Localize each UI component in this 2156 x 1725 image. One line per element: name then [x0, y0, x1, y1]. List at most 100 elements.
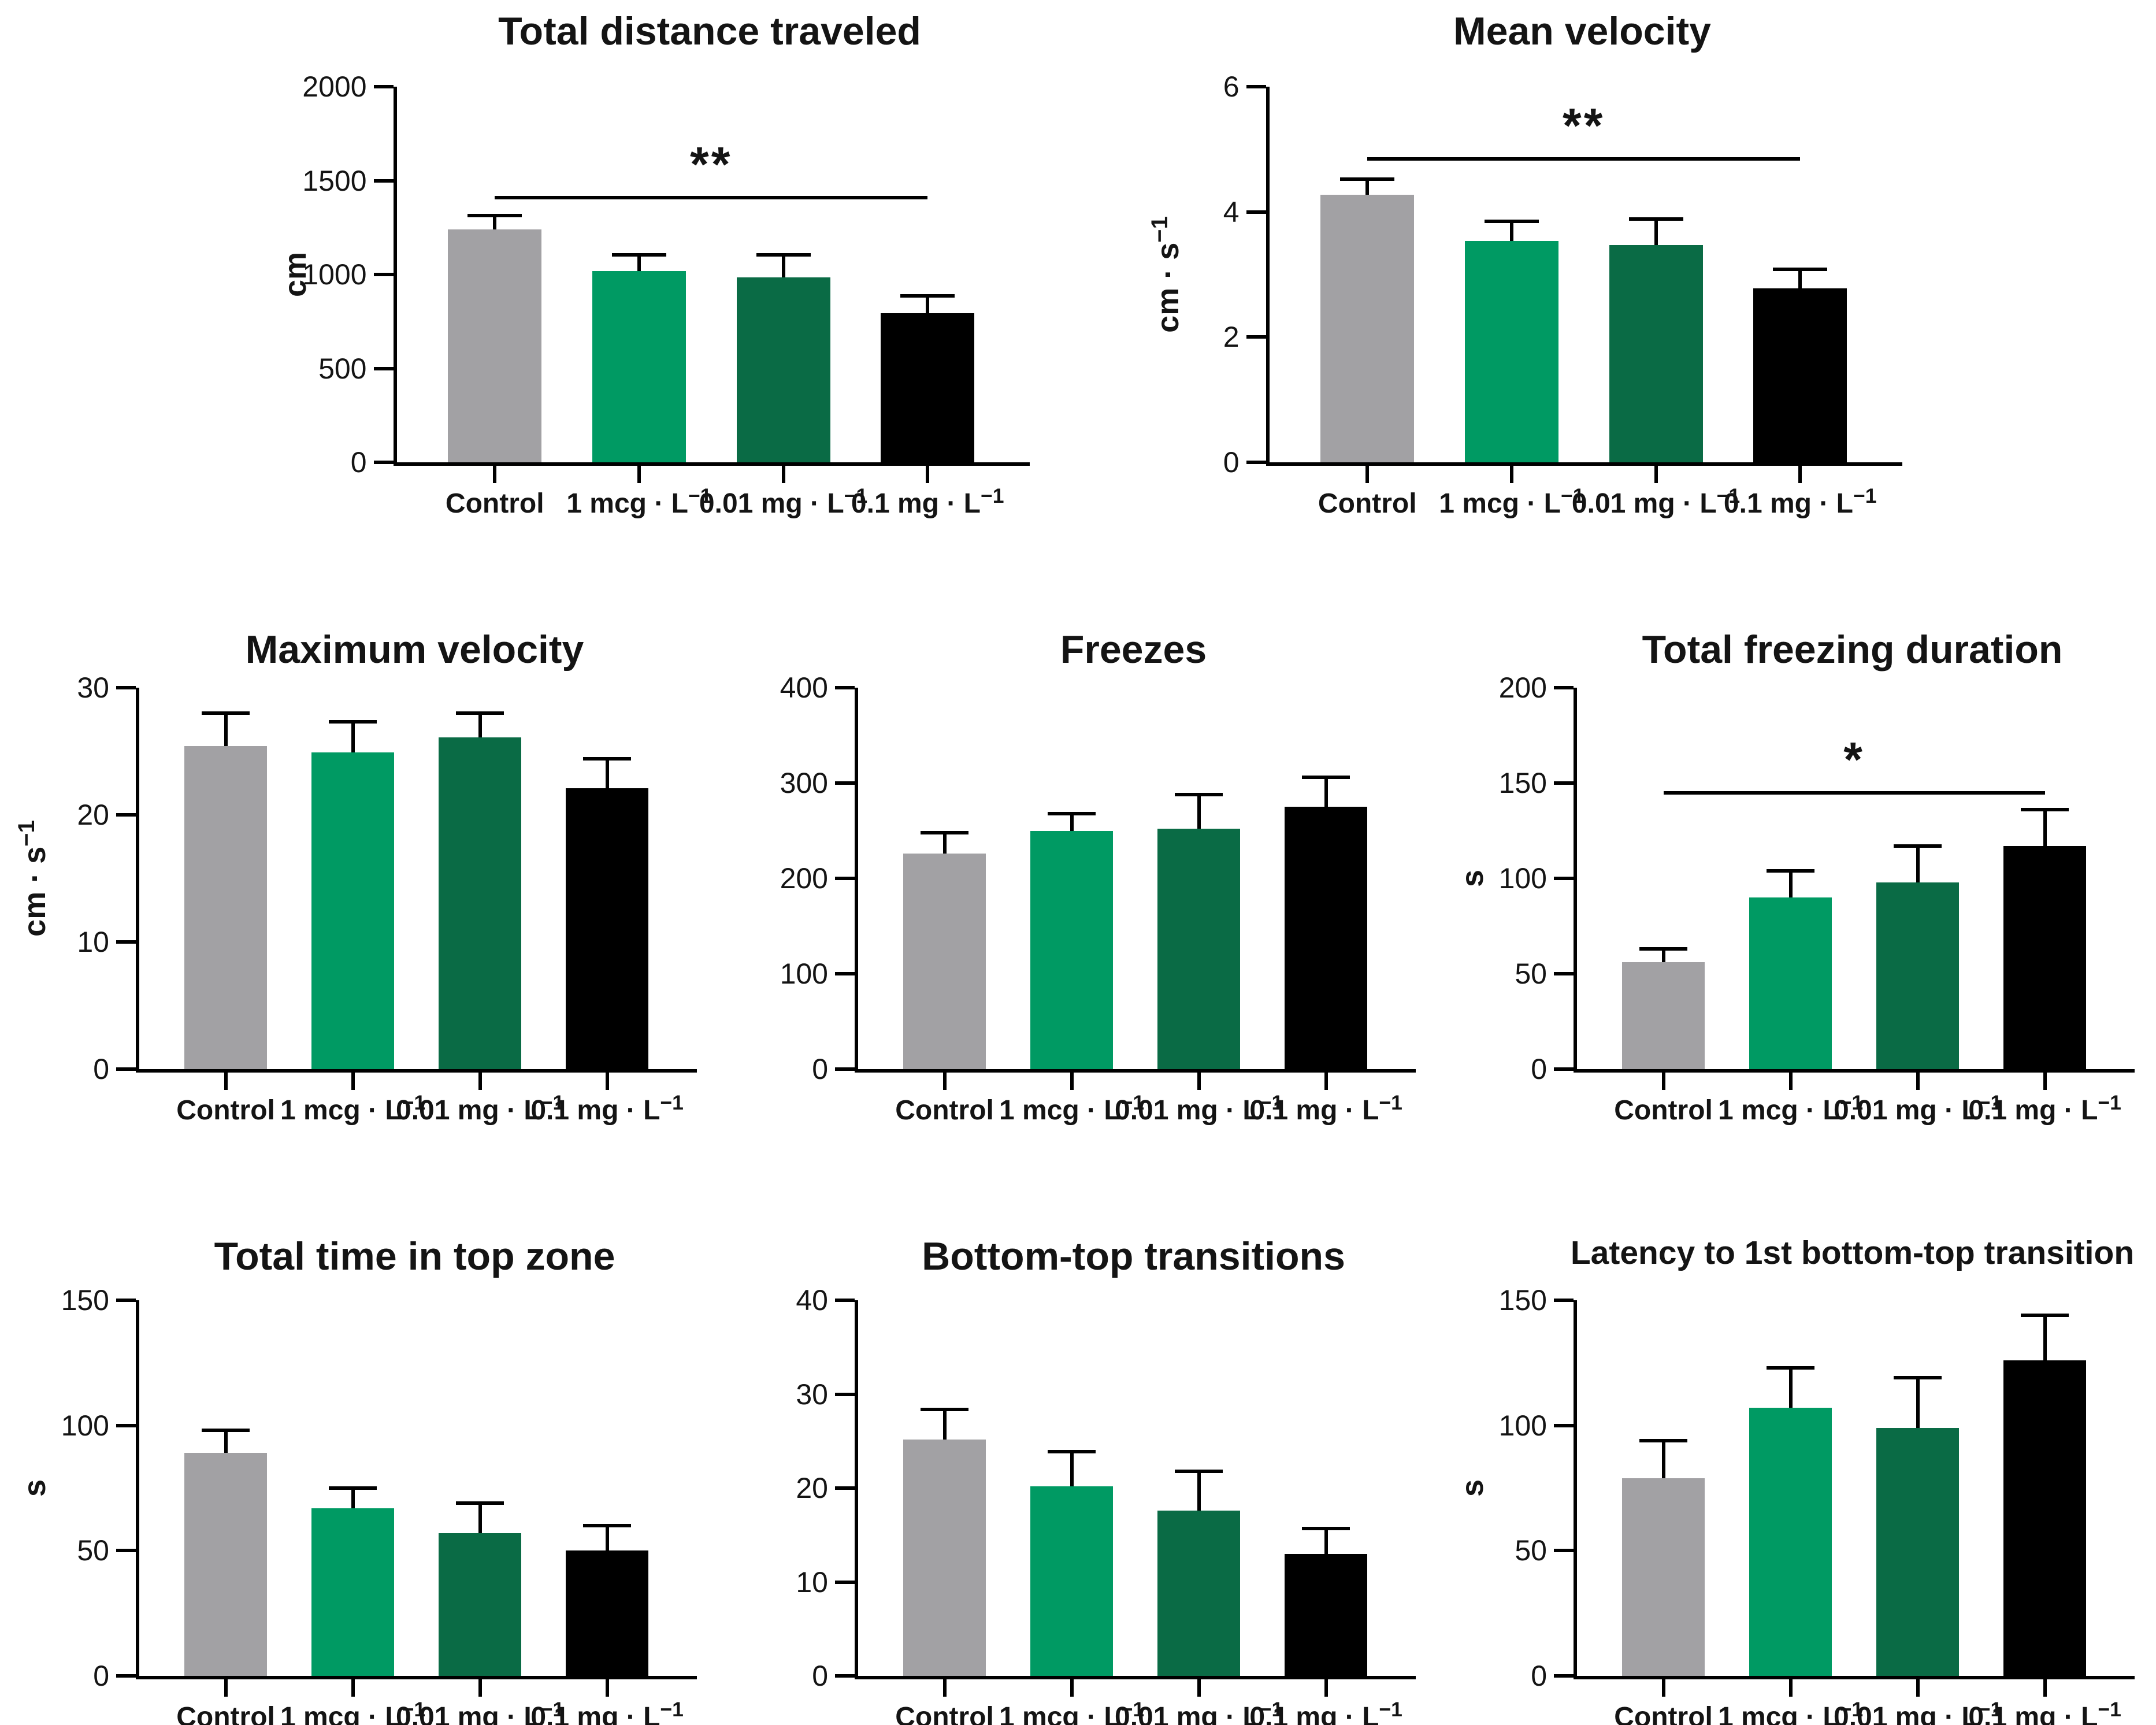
- y-tick-label: 1500: [302, 164, 367, 197]
- x-tick-mark: [1070, 1073, 1074, 1090]
- error-bar-cap: [583, 757, 632, 761]
- bar-1-mcg-l-1: [1030, 1486, 1113, 1676]
- x-tick-mark: [1324, 1679, 1328, 1697]
- bar-control: [184, 746, 267, 1069]
- x-tick-mark: [478, 1073, 482, 1090]
- y-tick-label: 10: [796, 1566, 828, 1598]
- chart-bottom-top-transitions: Bottom-top transitions 0 10 20 30 40 Control 1 …: [719, 1225, 1437, 1725]
- error-bar-stem: [1916, 1378, 1920, 1437]
- error-bar-stem: [493, 215, 497, 239]
- x-tick-label: 0.01 mg · L−1: [1833, 1698, 2002, 1725]
- bar-0-01-mg-l-1: [1157, 1511, 1241, 1676]
- bar-0-1-mg-l-1: [1753, 288, 1847, 462]
- y-tick-label: 30: [796, 1378, 828, 1411]
- error-bar-cap: [1302, 1526, 1350, 1530]
- x-tick-mark: [351, 1073, 355, 1090]
- plot-area: 0 2 4 6 Control 1 mcg · L−1 0.01 mg · L−1 0.1 m…: [1223, 71, 1902, 519]
- error-bar-stem: [605, 759, 609, 797]
- x-tick-label: 0.1 mg · L−1: [530, 1698, 684, 1725]
- y-tick-mark: [116, 940, 136, 944]
- x-tick-mark: [1509, 466, 1513, 483]
- plot-area: 0 10 20 30 40 Control 1 mcg · L−1 0.01 mg · L−1…: [796, 1284, 1416, 1725]
- error-bar-cap: [611, 253, 666, 257]
- x-tick-label: 1 mcg · L−1: [999, 1698, 1145, 1725]
- x-tick-mark: [926, 466, 930, 483]
- y-tick-mark: [1554, 972, 1574, 975]
- bar-1-mcg-l-1: [311, 1508, 394, 1676]
- y-axis-label: s: [1455, 869, 1490, 888]
- y-tick-mark: [1246, 335, 1266, 339]
- significance-line: [1367, 157, 1801, 161]
- x-tick-mark: [1661, 1679, 1665, 1697]
- y-tick-label: 0: [812, 1053, 828, 1085]
- chart-total-distance-traveled: Total distance traveled cm 0 500 1000 1500 200…: [246, 0, 1038, 563]
- error-bar-cap: [456, 711, 504, 715]
- error-bar-stem: [1070, 813, 1074, 840]
- bar-0-1-mg-l-1: [881, 313, 975, 462]
- x-tick-label: 1 mcg · L−1: [1717, 1091, 1864, 1126]
- x-tick-mark: [942, 1073, 947, 1090]
- y-tick-label: 50: [1515, 1534, 1547, 1567]
- y-tick-label: 200: [1498, 672, 1547, 704]
- error-bar-stem: [1654, 218, 1658, 255]
- x-tick-mark: [1916, 1679, 1920, 1697]
- y-tick-mark: [373, 366, 394, 370]
- x-tick-mark: [1788, 1073, 1793, 1090]
- x-tick-mark: [1324, 1073, 1328, 1090]
- y-tick-mark: [116, 1067, 136, 1071]
- error-bar-stem: [1661, 1440, 1665, 1487]
- y-tick-mark: [373, 85, 394, 88]
- error-bar-cap: [1048, 811, 1096, 815]
- bar-0-01-mg-l-1: [1876, 882, 1960, 1069]
- y-tick-mark: [373, 461, 394, 464]
- y-tick-label: 0: [350, 446, 367, 478]
- x-tick-mark: [493, 466, 497, 483]
- bar-0-1-mg-l-1: [1285, 1553, 1368, 1676]
- y-tick-mark: [373, 179, 394, 183]
- error-bar-cap: [1340, 177, 1395, 181]
- bar-1-mcg-l-1: [592, 270, 686, 462]
- significance-line: [1663, 791, 2045, 795]
- error-bar-stem: [224, 1430, 228, 1463]
- y-tick-label: 100: [1498, 1409, 1547, 1442]
- x-tick-label: Control: [895, 1702, 994, 1725]
- bar-1-mcg-l-1: [1464, 240, 1558, 462]
- y-tick-label: 10: [77, 926, 109, 958]
- error-bar-cap: [329, 1486, 377, 1490]
- bar-control: [184, 1453, 267, 1676]
- y-tick-mark: [1554, 1674, 1574, 1678]
- error-bar-cap: [202, 1429, 250, 1433]
- significance-line: [495, 195, 928, 199]
- x-tick-label: Control: [895, 1095, 994, 1126]
- error-bar-stem: [637, 254, 641, 280]
- x-tick-mark: [1661, 1073, 1665, 1090]
- plot-area: 0 500 1000 1500 2000 Control 1 mcg · L−1 0.01 m…: [302, 71, 1030, 519]
- error-bar-cap: [467, 213, 522, 217]
- bar-control: [1622, 1478, 1705, 1676]
- x-tick-label: 0.1 mg · L−1: [1249, 1698, 1402, 1725]
- error-bar-stem: [942, 832, 947, 863]
- y-tick-label: 2: [1223, 321, 1240, 354]
- x-tick-mark: [1798, 466, 1802, 483]
- error-bar-stem: [1788, 870, 1793, 907]
- error-bar-stem: [1798, 269, 1802, 298]
- bar-0-01-mg-l-1: [1876, 1428, 1960, 1676]
- error-bar-stem: [1365, 179, 1370, 205]
- bar-0-1-mg-l-1: [566, 788, 649, 1069]
- y-tick-mark: [835, 1486, 855, 1490]
- error-bar-cap: [1639, 947, 1687, 951]
- bar-0-01-mg-l-1: [439, 1533, 522, 1676]
- bar-control: [1320, 195, 1415, 462]
- x-tick-mark: [1197, 1679, 1201, 1697]
- x-tick-mark: [2043, 1679, 2047, 1697]
- y-tick-label: 4: [1223, 195, 1240, 228]
- error-bar-cap: [1767, 1366, 1814, 1370]
- x-tick-mark: [605, 1073, 609, 1090]
- y-axis-label: s: [1455, 1479, 1490, 1497]
- error-bar-stem: [1661, 949, 1665, 972]
- x-tick-mark: [1654, 466, 1658, 483]
- error-bar-stem: [478, 713, 482, 747]
- x-tick-label: 1 mcg · L−1: [1717, 1698, 1864, 1725]
- bar-0-1-mg-l-1: [2003, 1360, 2087, 1676]
